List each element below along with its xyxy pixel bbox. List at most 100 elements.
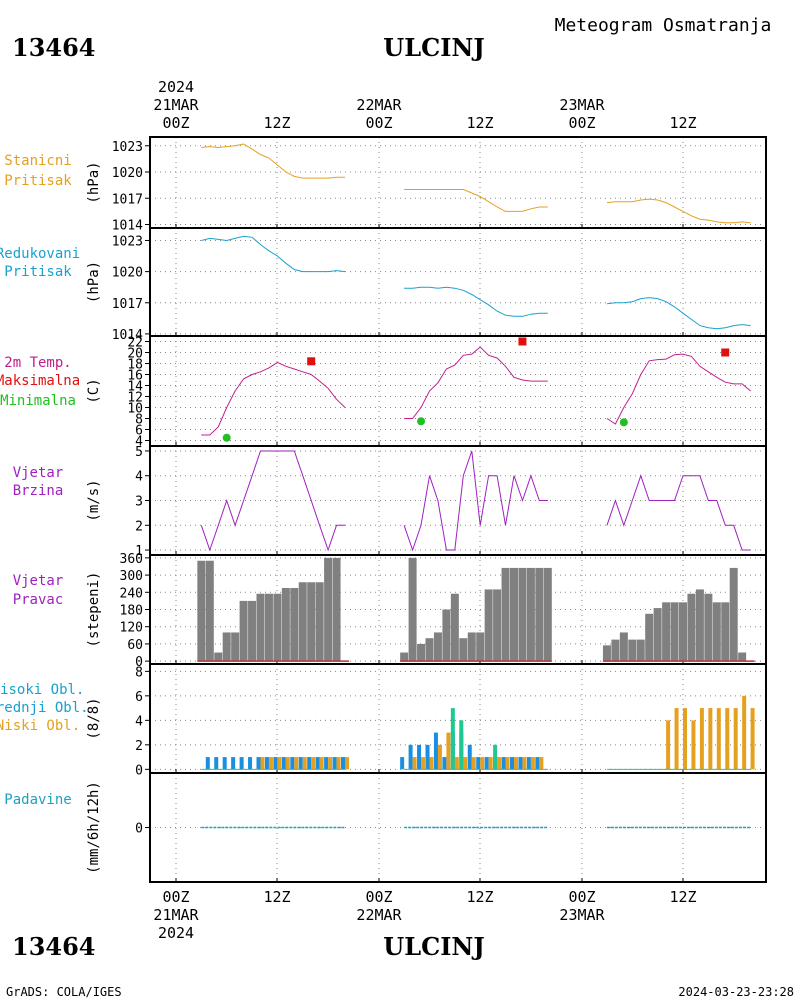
wind-dir-bar-1-8	[467, 632, 476, 662]
precipitation-frame	[149, 772, 767, 883]
cloud-bar-0-26	[476, 757, 481, 770]
wind-dir-bar-1-10	[484, 589, 493, 662]
clouds-frame	[149, 663, 767, 774]
tmax-point-0	[307, 357, 316, 366]
reduced_pressure-ytick-label-1: 1017	[112, 297, 143, 312]
wind-dir-bar-1-6	[450, 593, 459, 662]
top-tick-3: 00Z	[365, 114, 392, 132]
wind-dir-bar-1-12	[501, 567, 510, 662]
cloud-bar-0-33	[535, 757, 540, 770]
temperature-ylabel: (C)	[86, 378, 102, 403]
wind-dir-bar-0-11	[290, 587, 299, 662]
wind_direction-label-1: Pravac	[13, 592, 64, 608]
cloud-bar-2-15	[446, 732, 451, 770]
wind_speed-label-1: Brzina	[13, 483, 64, 499]
wind_direction-label-0: Vjetar	[13, 573, 64, 589]
clouds-label-2: Niski Obl.	[0, 718, 80, 734]
wind-dir-bar-0-7	[256, 593, 265, 662]
bottom-year: 2024	[158, 924, 194, 942]
reduced_pressure-line-1	[404, 286, 548, 317]
cloud-bar-0-1	[214, 757, 219, 770]
wind_speed-ytick-label-0: 1	[135, 544, 143, 559]
cloud-bar-2-28	[674, 708, 679, 770]
cloud-bar-2-34	[725, 708, 730, 770]
bottom-tick-5: 00Z	[568, 888, 595, 906]
station_pressure-ytick-label-0: 1014	[112, 219, 143, 234]
reduced_pressure-frame	[149, 227, 767, 337]
reduced_pressure-label-0: Redukovani	[0, 246, 80, 262]
cloud-bar-2-3	[285, 757, 290, 770]
temperature-line-2	[606, 353, 751, 425]
wind_direction-ytick-label-0: 0	[135, 655, 143, 670]
cloud-bar-0-19	[417, 744, 422, 770]
bottom-tick-4: 12Z	[466, 888, 493, 906]
station_pressure-ytick-label-3: 1023	[112, 140, 143, 155]
cloud-bar-0-15	[332, 757, 337, 770]
wind_direction-ytick-label-3: 180	[120, 604, 143, 619]
cloud-bar-2-13	[429, 757, 434, 770]
cloud-bar-2-6	[311, 757, 316, 770]
cloud-bar-2-16	[454, 757, 459, 770]
clouds-ytick-label-2: 4	[135, 714, 143, 729]
wind-dir-bar-0-1	[205, 560, 214, 662]
wind_direction-ytick-label-5: 300	[120, 569, 143, 584]
wind-dir-bar-0-10	[281, 587, 290, 662]
wind-dir-bar-2-6	[653, 608, 662, 662]
cloud-bar-2-33	[716, 708, 721, 770]
wind-dir-bar-2-14	[721, 602, 730, 662]
temperature-ytick-label-8: 20	[127, 347, 143, 362]
temperature-label-2: Minimalna	[0, 393, 76, 409]
clouds-label-0: Visoki Obl.	[0, 682, 84, 698]
wind-dir-bar-1-7	[459, 638, 468, 662]
cloud-bar-2-9	[336, 757, 341, 770]
cloud-bar-0-25	[467, 744, 472, 770]
wind_speed-ytick-label-2: 3	[135, 495, 143, 510]
cloud-bar-0-11	[298, 757, 303, 770]
station-name-bottom: ULCINJ	[383, 932, 484, 961]
temperature-ytick-label-1: 6	[135, 424, 143, 439]
clouds-ylabel: (8/8)	[86, 697, 102, 739]
wind-dir-bar-2-8	[670, 602, 679, 662]
wind_direction-ylabel: (stepeni)	[86, 572, 102, 648]
bottom-tick-6: 12Z	[669, 888, 696, 906]
cloud-bar-2-25	[530, 757, 535, 770]
temperature-line-1	[404, 346, 548, 419]
clouds-label-1: Srednji Obl.	[0, 700, 89, 716]
reduced_pressure-ytick-label-2: 1020	[112, 266, 143, 281]
cloud-bar-2-10	[345, 757, 349, 770]
reduced_pressure-ytick-label-3: 1023	[112, 234, 143, 249]
temperature-ytick-label-4: 12	[127, 391, 143, 406]
cloud-bar-0-5	[248, 757, 253, 770]
cloud-bar-0-31	[518, 757, 523, 770]
bottom-tick-1: 00Z	[162, 888, 189, 906]
temperature-ytick-label-7: 18	[127, 358, 143, 373]
wind-dir-bar-1-2	[417, 643, 426, 662]
cloud-bar-2-21	[497, 757, 502, 770]
chart-title: Meteogram Osmatranja	[555, 15, 772, 36]
station_pressure-frame	[149, 136, 767, 229]
cloud-bar-2-8	[328, 757, 333, 770]
clouds-ytick-label-0: 0	[135, 763, 143, 778]
cloud-bar-2-2	[277, 757, 282, 770]
wind-dir-bar-2-10	[687, 593, 696, 662]
cloud-bar-2-27	[666, 720, 671, 770]
wind-dir-bar-2-9	[679, 602, 687, 662]
station_pressure-line-0	[201, 143, 345, 179]
top-day-1: 21MAR	[153, 96, 199, 114]
cloud-bar-2-23	[514, 757, 518, 770]
reduced_pressure-ytick-label-0: 1014	[112, 328, 143, 343]
bottom-day-2: 22MAR	[356, 906, 402, 924]
wind_direction-ytick-label-6: 360	[120, 552, 143, 567]
cloud-bar-1-2	[493, 744, 498, 770]
cloud-bar-0-29	[501, 757, 506, 770]
wind-dir-bar-2-13	[712, 602, 721, 662]
cloud-bar-0-14	[324, 757, 329, 770]
temperature-ytick-label-0: 4	[135, 435, 143, 450]
wind_speed-ytick-label-1: 2	[135, 519, 143, 534]
wind-dir-bar-0-9	[273, 593, 282, 662]
cloud-bar-2-24	[522, 757, 527, 770]
precipitation-ylabel: (mm/6h/12h)	[86, 781, 102, 874]
wind-dir-bar-2-12	[704, 593, 713, 662]
wind-dir-bar-1-13	[510, 567, 518, 662]
